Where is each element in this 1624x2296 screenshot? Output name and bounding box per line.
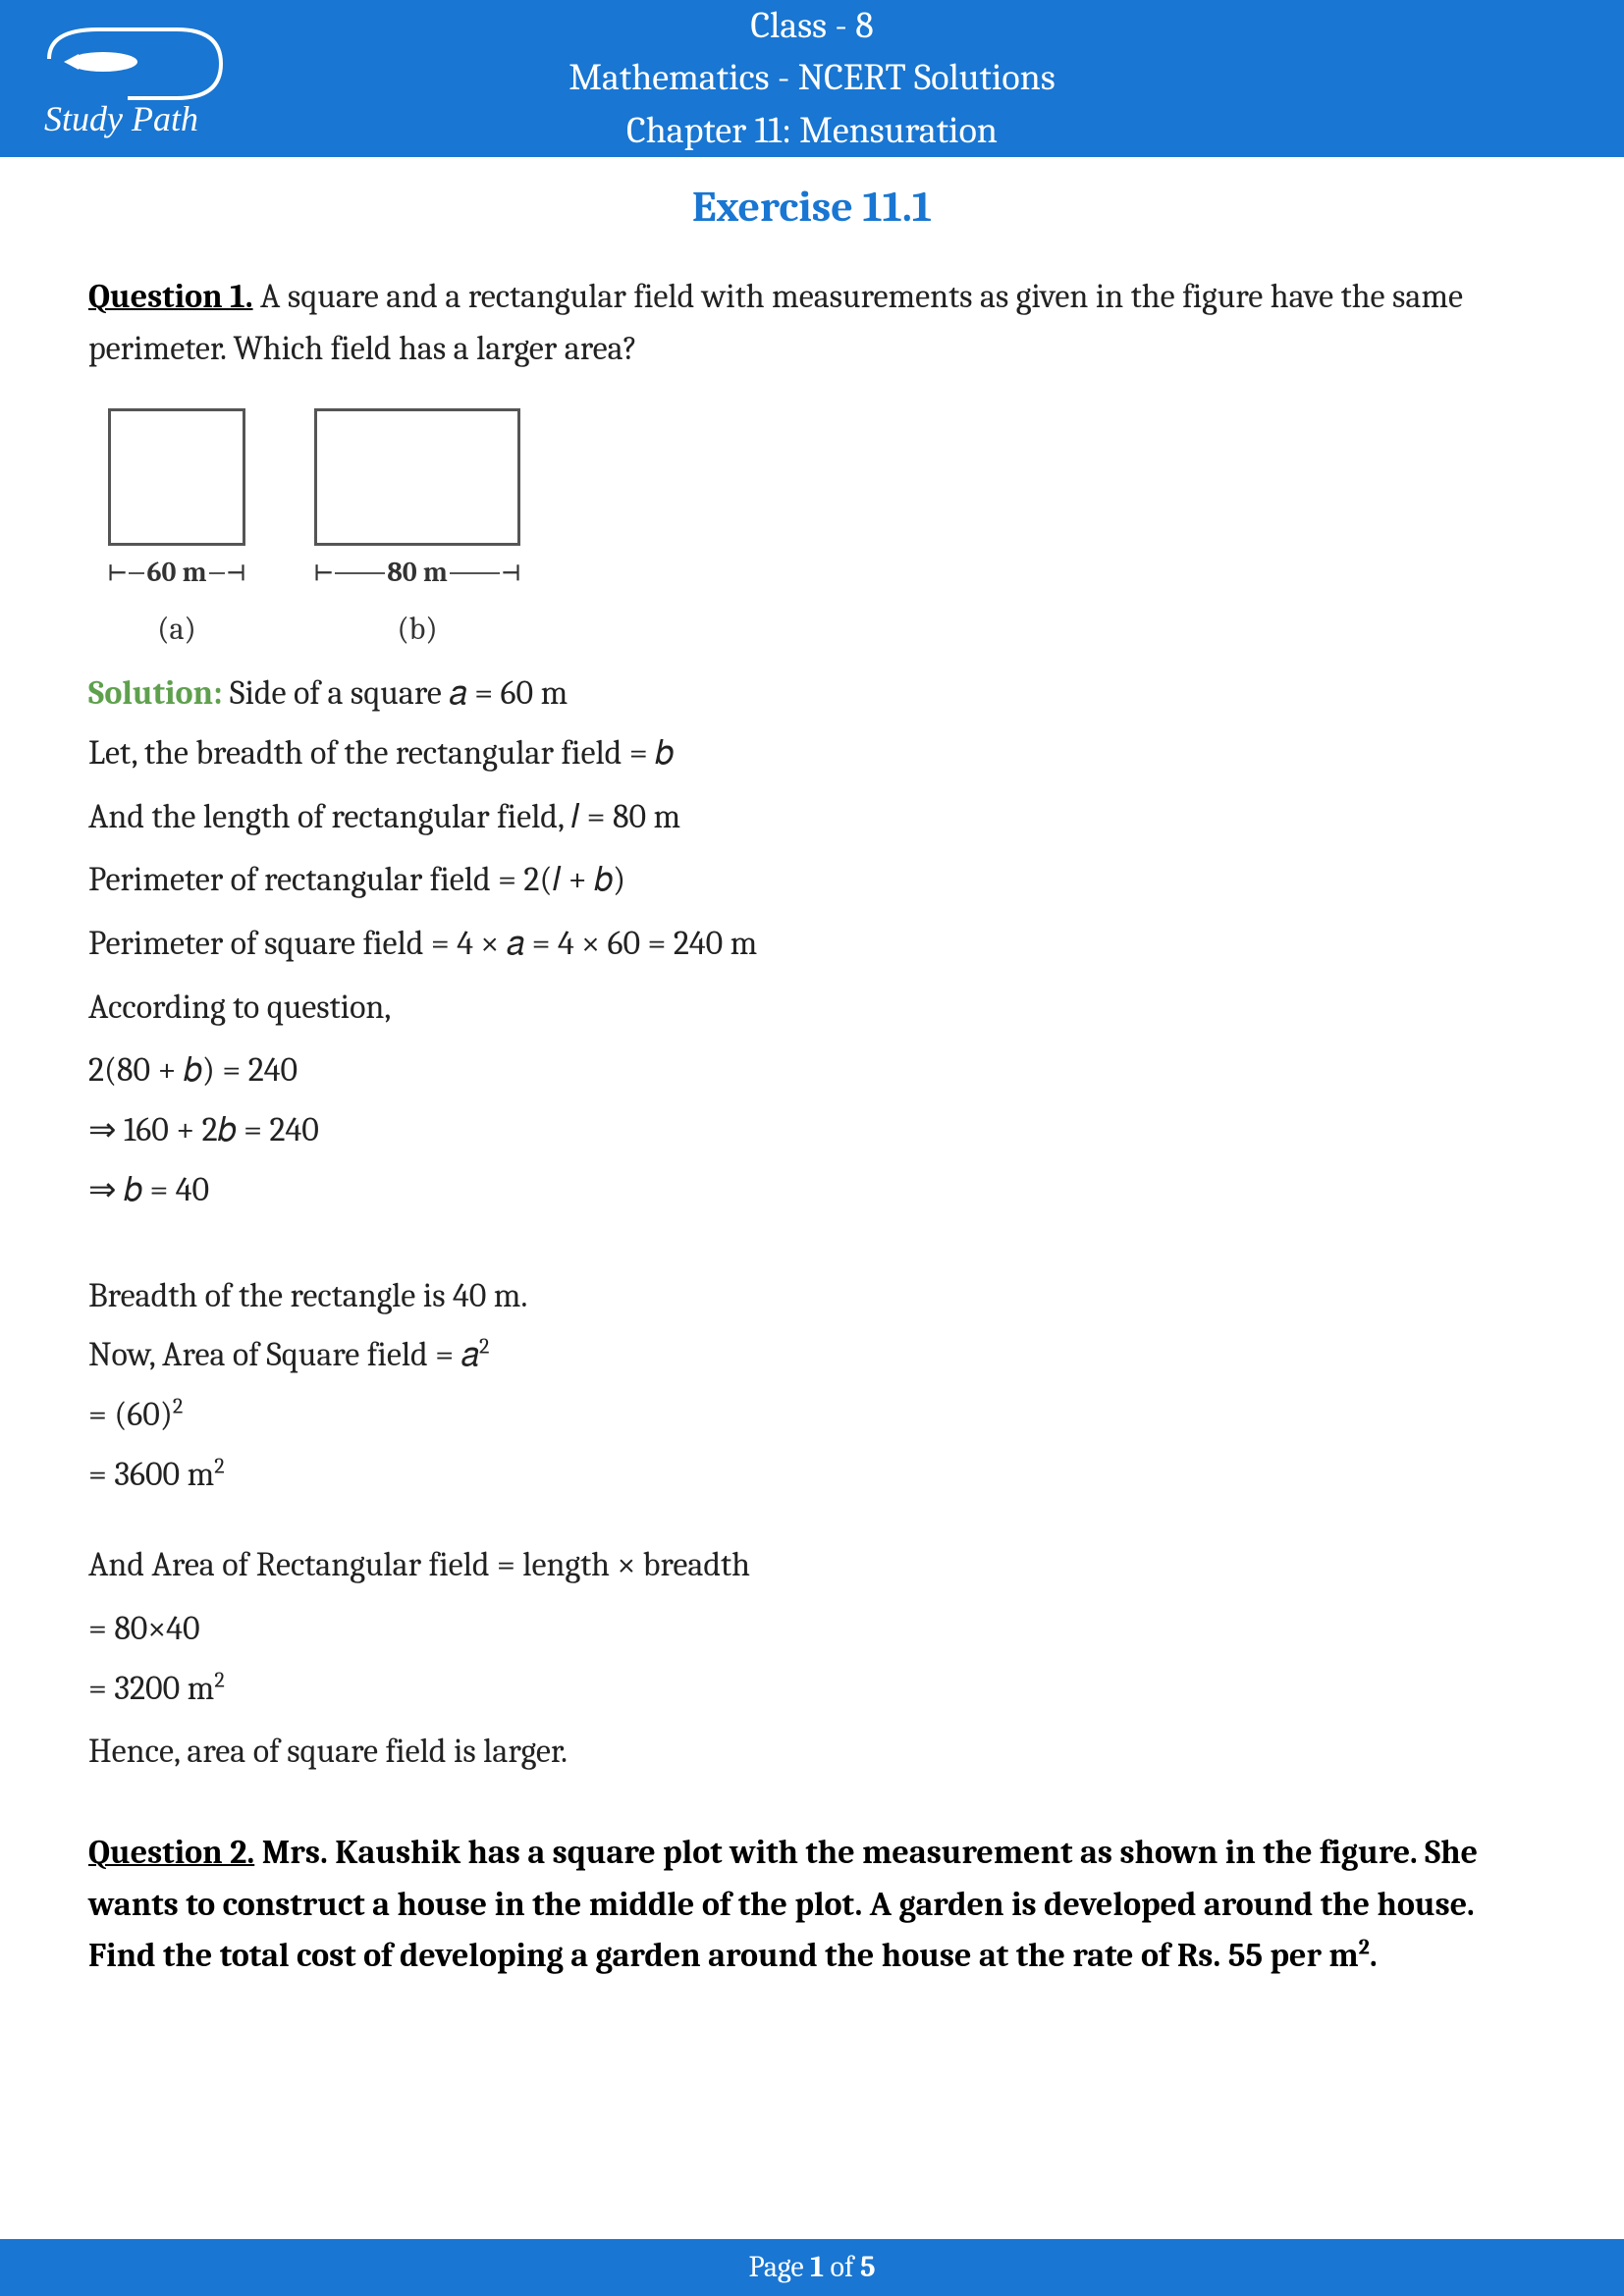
page-header: Study Path Class - 8 Mathematics - NCERT… (0, 0, 1624, 157)
solution-line-2: Let, the breadth of the rectangular fiel… (88, 727, 1536, 779)
question-2-text-pre: Mrs. Kaushik has a square plot with the … (88, 1833, 1478, 1975)
question-1-text: A square and a rectangular field with me… (88, 277, 1463, 368)
square-shape (108, 408, 245, 546)
figure-a-dimension: ⊢60 m⊣ (108, 552, 245, 594)
figure-b: ⊢80 m⊣ (b) (314, 408, 520, 653)
page-footer: Page 1 of 5 (0, 2239, 1624, 2296)
solution-line-6: According to question, (88, 982, 1536, 1034)
study-path-logo: Study Path (29, 15, 226, 142)
solution-line-4: Perimeter of rectangular field = 2(𝑙 + 𝑏… (88, 854, 1536, 906)
svg-text:Study Path: Study Path (44, 99, 198, 138)
solution-line-5: Perimeter of square field = 4 × 𝑎 = 4 × … (88, 918, 1536, 970)
header-line-1: Class - 8 (226, 0, 1398, 52)
solution-line-12: = (60)2 (88, 1389, 1536, 1441)
header-line-3: Chapter 11: Mensuration (226, 105, 1398, 157)
solution-line-10: Breadth of the rectangle is 40 m. (88, 1270, 1536, 1322)
exercise-title: Exercise 11.1 (0, 182, 1624, 232)
question-2: Question 2. Mrs. Kaushik has a square pl… (88, 1827, 1536, 1982)
solution-label: Solution: (88, 673, 223, 713)
figure-b-dimension: ⊢80 m⊣ (314, 552, 520, 594)
solution-line-16: = 3200 m2 (88, 1663, 1536, 1715)
figure-a-label: (a) (157, 605, 196, 654)
solution-line-13: = 3600 m2 (88, 1449, 1536, 1501)
figure-a: ⊢60 m⊣ (a) (108, 408, 245, 653)
header-text: Class - 8 Mathematics - NCERT Solutions … (226, 0, 1595, 157)
figures-row: ⊢60 m⊣ (a) ⊢80 m⊣ (b) (108, 408, 1536, 653)
header-line-2: Mathematics - NCERT Solutions (226, 52, 1398, 104)
question-2-text-post: . (1370, 1936, 1378, 1975)
figure-b-label: (b) (397, 605, 437, 654)
solution-block: Solution: Side of a square 𝑎 = 60 m Let,… (88, 667, 1536, 778)
solution-line-14: And Area of Rectangular field = length ×… (88, 1539, 1536, 1591)
rectangle-shape (314, 408, 520, 546)
solution-line-8: ⇒ 160 + 2𝑏 = 240 (88, 1104, 1536, 1156)
solution-line-7: 2(80 + 𝑏) = 240 (88, 1044, 1536, 1096)
solution-line-1: Side of a square 𝑎 = 60 m (223, 673, 568, 713)
solution-line-3: And the length of rectangular field, 𝑙 =… (88, 791, 1536, 843)
page-total: 5 (860, 2250, 876, 2284)
solution-line-17: Hence, area of square field is larger. (88, 1726, 1536, 1778)
page-current: 1 (810, 2250, 824, 2284)
solution-line-11: Now, Area of Square field = 𝑎2 (88, 1329, 1536, 1381)
content: Question 1. A square and a rectangular f… (0, 271, 1624, 1982)
question-1-label: Question 1. (88, 277, 253, 316)
question-1: Question 1. A square and a rectangular f… (88, 271, 1536, 374)
solution-line-15: = 80×40 (88, 1603, 1536, 1655)
solution-line-9: ⇒ 𝑏 = 40 (88, 1164, 1536, 1216)
question-2-label: Question 2. (88, 1833, 254, 1872)
